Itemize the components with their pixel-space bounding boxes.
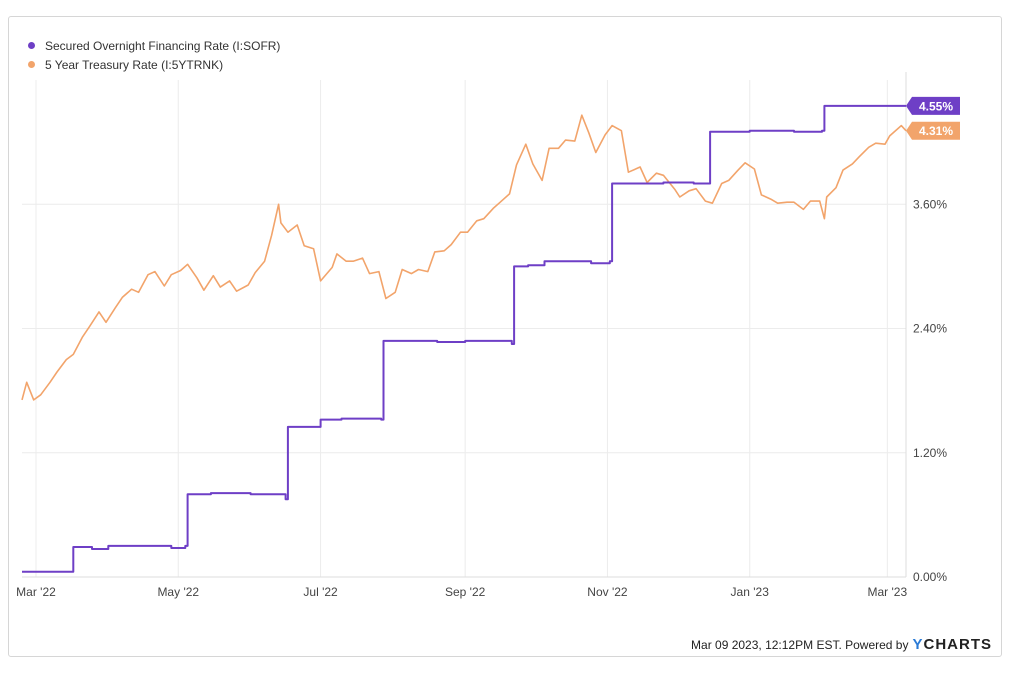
sofr-last-value-tag — [906, 96, 960, 115]
y-tick-label: 3.60% — [913, 197, 947, 211]
sofr-last-value-label: 4.55% — [919, 99, 953, 113]
y-tick-label: 2.40% — [913, 322, 947, 336]
x-tick-label: Nov '22 — [587, 585, 628, 599]
chart-legend: Secured Overnight Financing Rate (I:SOFR… — [28, 36, 280, 74]
sofr-series-line — [22, 104, 906, 573]
legend-item-sofr[interactable]: Secured Overnight Financing Rate (I:SOFR… — [28, 36, 280, 55]
ycharts-logo[interactable]: YCHARTS — [912, 636, 992, 653]
treasury-last-value-label: 4.31% — [919, 124, 953, 138]
x-tick-label: May '22 — [157, 585, 199, 599]
legend-dot-treasury — [28, 61, 35, 68]
legend-dot-sofr — [28, 42, 35, 49]
x-tick-label: Mar '23 — [868, 585, 908, 599]
y-tick-label: 1.20% — [913, 446, 947, 460]
treasury-series-line — [21, 114, 907, 401]
x-tick-label: Jan '23 — [731, 585, 770, 599]
x-tick-label: Jul '22 — [303, 585, 338, 599]
x-tick-label: Mar '22 — [16, 585, 56, 599]
treasury-last-value-tag — [906, 121, 960, 140]
chart-footer: Mar 09 2023, 12:12PM EST. Powered by YCH… — [691, 636, 992, 653]
chart-card — [8, 16, 1002, 657]
legend-label-sofr: Secured Overnight Financing Rate (I:SOFR… — [45, 38, 281, 53]
ycharts-logo-text: CHARTS — [923, 636, 992, 653]
legend-label-treasury: 5 Year Treasury Rate (I:5YTRNK) — [45, 57, 224, 72]
y-tick-label: 0.00% — [913, 570, 947, 584]
ycharts-logo-y: Y — [912, 636, 924, 653]
x-tick-label: Sep '22 — [445, 585, 486, 599]
footer-timestamp: Mar 09 2023, 12:12PM EST. Powered by — [691, 637, 909, 652]
legend-item-treasury[interactable]: 5 Year Treasury Rate (I:5YTRNK) — [28, 55, 280, 74]
